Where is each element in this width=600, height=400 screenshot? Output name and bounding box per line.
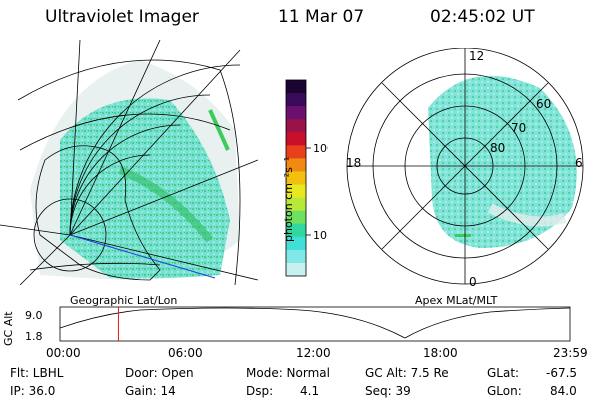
colorbar-tick-100: 100	[313, 142, 328, 155]
gc-altitude-plot: 9.0 1.8	[25, 306, 571, 343]
colorbar-cell	[286, 210, 306, 225]
footer-gain: Gain: 14	[125, 384, 176, 398]
footer-glat-value: -67.5	[546, 366, 578, 380]
mlt-label-12: 12	[469, 49, 484, 63]
left-panel-label: Geographic Lat/Lon	[70, 294, 178, 307]
footer-ip: IP: 36.0	[10, 384, 56, 398]
altitude-curve	[59, 307, 571, 339]
colorbar-cell	[286, 158, 306, 172]
x-tick-2359: 23:59	[553, 346, 588, 360]
colorbar-cell	[286, 171, 306, 186]
footer-door: Door: Open	[125, 366, 194, 380]
x-tick-1200: 12:00	[296, 346, 331, 360]
green-arc	[208, 109, 230, 151]
mlat-label-70: 70	[511, 121, 526, 135]
mlat-label-60: 60	[536, 97, 551, 111]
colorbar-cell	[286, 262, 306, 277]
mlt-label-6: 6	[575, 156, 583, 170]
colorbar-cell	[286, 197, 306, 212]
colorbar-cell	[286, 236, 306, 251]
colorbar-cell	[286, 119, 306, 133]
colorbar-tick-10: 10	[313, 229, 327, 242]
y-tick-1-8: 1.8	[25, 330, 43, 343]
auroral-band	[118, 166, 214, 243]
colorbar-cell	[286, 93, 306, 107]
colorbar-cell	[286, 249, 306, 264]
footer-glon-label: GLon:	[487, 384, 522, 398]
header-time: 02:45:02 UT	[430, 7, 535, 27]
colorbar-unit-label: photon cm⁻²s⁻¹	[282, 156, 295, 242]
y-tick-9: 9.0	[25, 309, 43, 322]
colorbar-cell	[286, 132, 306, 146]
x-tick-0000: 00:00	[46, 346, 81, 360]
footer-glon-value: 84.0	[550, 384, 577, 398]
footer-mode: Mode: Normal	[246, 366, 330, 380]
x-tick-1800: 18:00	[423, 346, 458, 360]
footer-glat-label: GLat:	[487, 366, 520, 380]
colorbar-cell	[286, 145, 306, 159]
mlat-label-80: 80	[490, 141, 505, 155]
footer-seq: Seq: 39	[365, 384, 411, 398]
app-title: Ultraviolet Imager	[45, 7, 199, 27]
footer-flt: Flt: LBHL	[10, 366, 64, 380]
x-tick-0600: 06:00	[168, 346, 203, 360]
header-date: 11 Mar 07	[278, 7, 365, 27]
footer-gc-alt: GC Alt: 7.5 Re	[365, 366, 449, 380]
colorbar-cell	[286, 80, 306, 94]
auroral-emission-region	[60, 98, 230, 279]
satellite-track-line	[69, 234, 216, 279]
colorbar: 100 10	[285, 79, 328, 277]
y-axis-label: GC Alt	[2, 311, 15, 346]
mlt-label-18: 18	[346, 156, 361, 170]
colorbar-cell	[286, 184, 306, 199]
footer-dsp-value: 4.1	[300, 384, 320, 398]
colorbar-cell	[286, 106, 306, 120]
geographic-map-panel	[0, 40, 258, 285]
footer-dsp-label: Dsp:	[246, 384, 274, 398]
right-panel-label: Apex MLat/MLT	[415, 294, 498, 307]
polar-mlat-mlt-panel: 12 18 6 0 60 70 80	[346, 48, 584, 288]
mlt-label-0: 0	[469, 275, 477, 288]
colorbar-cell	[286, 223, 306, 238]
